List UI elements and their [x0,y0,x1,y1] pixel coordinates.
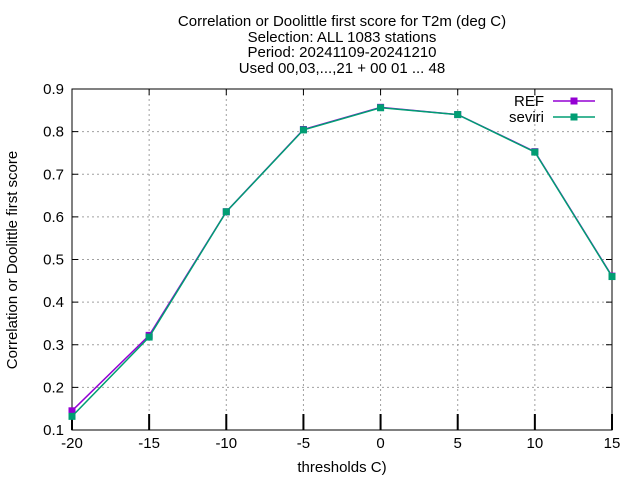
axis-labels: thresholds C) Correlation or Doolittle f… [4,151,387,476]
x-tick-label: -20 [61,435,83,452]
y-tick-label: 0.8 [43,124,64,141]
data-point-seviri [531,148,539,156]
x-tick-label: -10 [215,435,237,452]
x-tick-label: 15 [604,435,621,452]
data-series [68,103,616,420]
legend-marker-seviri [570,113,578,121]
y-tick-label: 0.2 [43,379,64,396]
data-point-seviri [608,273,616,281]
axis-ticks [71,88,613,431]
x-tick-label: -5 [297,435,310,452]
y-tick-label: 0.5 [43,252,64,269]
series-line-seviri [71,106,613,417]
x-tick-label: 5 [454,435,462,452]
x-tick-label: 10 [527,435,544,452]
tick-labels: -20 -15 -10 -5 0 5 10 15 0.1 0.2 0.3 0.4 0.5 0.6 0.7 0.… [43,81,620,452]
data-point-seviri [299,126,307,134]
y-tick-label: 0.6 [43,209,64,226]
y-tick-label: 0.7 [43,166,64,183]
y-axis-label: Correlation or Doolittle first score [4,151,21,369]
x-axis-label: thresholds C) [297,459,386,476]
legend-marker-ref [570,97,578,105]
data-point-seviri [145,333,153,341]
y-tick-label: 0.1 [43,422,64,439]
data-point-seviri [454,111,462,119]
x-tick-label: -15 [138,435,160,452]
data-point-ref [68,407,76,415]
y-tick-label: 0.4 [43,294,64,311]
y-tick-label: 0.3 [43,337,64,354]
grid-lines [72,89,612,430]
data-point-seviri [377,104,385,112]
chart-title: Correlation or Doolittle first score for… [178,13,506,77]
legend-label-ref: REF [514,93,544,110]
data-point-seviri [68,412,76,420]
chart-title-line-4: Used 00,03,...,21 + 00 01 ... 48 [239,60,445,77]
chart-title-line-2: Selection: ALL 1083 stations [248,29,437,46]
x-tick-label: 0 [376,435,384,452]
y-tick-label: 0.9 [43,81,64,98]
legend-label-seviri: seviri [509,109,544,126]
chart-title-line-1: Correlation or Doolittle first score for… [178,13,506,30]
data-point-seviri [222,208,230,216]
chart-title-line-3: Period: 20241109-20241210 [247,44,436,61]
